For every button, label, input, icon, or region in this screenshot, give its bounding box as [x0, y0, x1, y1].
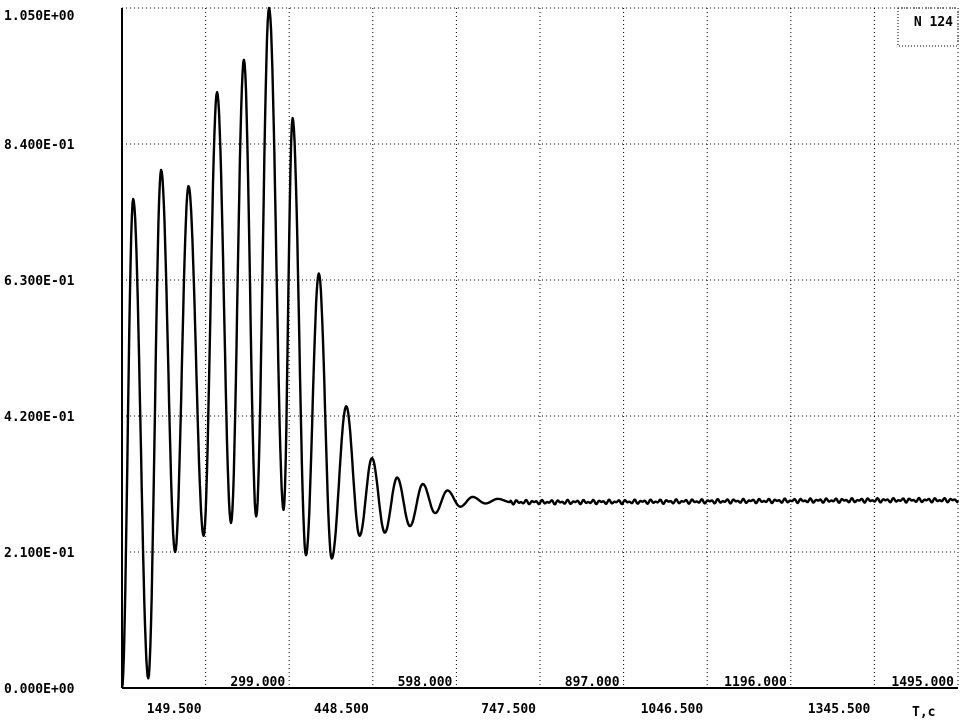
series-line — [120, 6, 960, 689]
axes — [121, 8, 958, 689]
badge-box — [897, 7, 959, 47]
x-tick-label-lower: 1345.500 — [808, 702, 871, 717]
x-tick-label-lower: 1046.500 — [641, 702, 704, 717]
x-tick-label-upper: 1495.000 — [891, 675, 954, 690]
badge-label: N 124 — [914, 15, 953, 30]
y-tick-label: 1.050E+00 — [4, 9, 75, 24]
x-tick-label-lower: 747.500 — [481, 702, 536, 717]
x-axis-label: T,c — [912, 705, 935, 720]
y-tick-label: 8.400E-01 — [4, 138, 75, 153]
y-tick-label: 2.100E-01 — [4, 546, 75, 561]
x-tick-labels-upper: 299.000 598.000 897.000 1196.000 1495.000 — [230, 675, 954, 690]
y-tick-labels: 0.000E+00 2.100E-01 4.200E-01 6.300E-01 8.40… — [4, 9, 75, 697]
x-tick-label-upper: 299.000 — [230, 675, 285, 690]
badge: N 124 — [897, 7, 959, 47]
x-tick-label-lower: 448.500 — [314, 702, 369, 717]
y-tick-label: 0.000E+00 — [4, 682, 75, 697]
x-tick-label-upper: 897.000 — [565, 675, 620, 690]
y-tick-label: 4.200E-01 — [4, 410, 75, 425]
x-tick-label-upper: 1196.000 — [724, 675, 787, 690]
grid — [122, 7, 959, 688]
x-tick-label-upper: 598.000 — [398, 675, 453, 690]
x-tick-label-lower: 149.500 — [147, 702, 202, 717]
y-tick-label: 6.300E-01 — [4, 274, 75, 289]
x-tick-labels-lower: 149.500 448.500 747.500 1046.500 1345.500 — [147, 702, 871, 717]
